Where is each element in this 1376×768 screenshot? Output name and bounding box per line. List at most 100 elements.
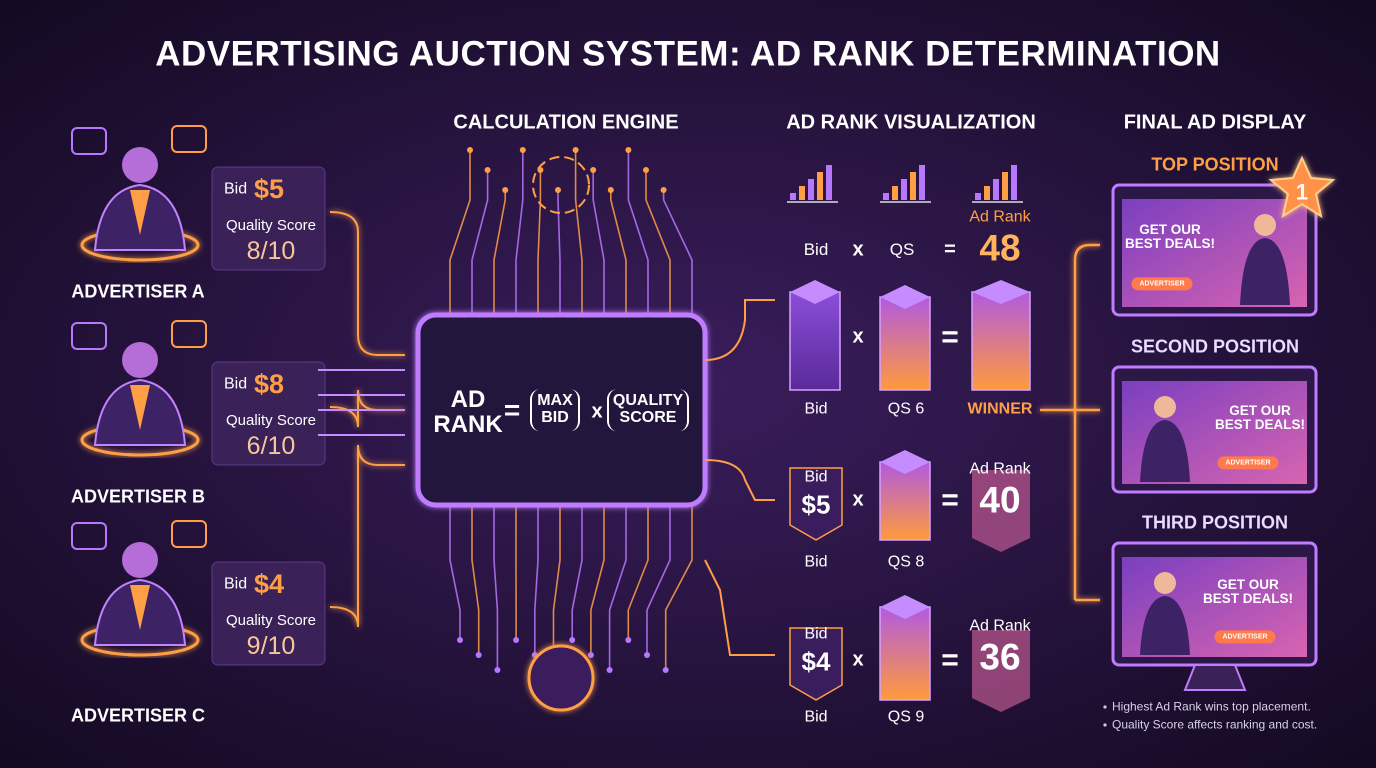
arrow (704, 559, 775, 656)
title: ADVERTISING AUCTION SYSTEM: AD RANK DETE… (155, 34, 1221, 74)
bid-shield (789, 467, 843, 541)
bid-value: $4 (801, 646, 831, 677)
node (590, 167, 597, 173)
prism (879, 606, 931, 701)
ad-button: ADVERTISER (1217, 456, 1279, 470)
icon-bar (1011, 165, 1017, 200)
bid-value: $4 (254, 568, 285, 599)
prism (879, 296, 931, 391)
bid-card (211, 166, 326, 271)
ad-person-body (1140, 596, 1190, 655)
ad-headline: GET OUR BEST DEALS! (1203, 576, 1294, 606)
prism-top (880, 595, 930, 619)
monitor-stand (1183, 664, 1247, 691)
circuit (664, 505, 693, 670)
node (644, 652, 650, 658)
section-heading: AD RANK VISUALIZATION (786, 111, 1036, 134)
circuit (627, 505, 649, 640)
icon-bar (901, 179, 907, 200)
node (513, 637, 520, 643)
rank-value: 48 (979, 227, 1021, 269)
circuit (449, 150, 471, 315)
circuit (645, 170, 671, 315)
column-label: = (944, 238, 956, 261)
icon-bar (984, 186, 990, 200)
node (625, 637, 632, 643)
rank-value: 36 (979, 636, 1021, 678)
node (625, 147, 632, 153)
ad-button: ADVERTISER (1131, 277, 1193, 291)
note: Quality Score affects ranking and cost. (1112, 717, 1318, 732)
formula-op: = (503, 394, 521, 426)
qs-value: 8/10 (246, 236, 296, 265)
qs-value: 9/10 (246, 631, 296, 660)
circuit (557, 190, 561, 315)
icon-bar (790, 193, 796, 200)
bullet (1103, 705, 1107, 709)
chip (415, 312, 708, 508)
footer-label: Bid (804, 553, 828, 571)
arrow (704, 459, 775, 501)
footer-label: QS 6 (887, 400, 925, 418)
node (643, 167, 649, 173)
operator: = (941, 320, 959, 354)
node (457, 637, 463, 643)
bid-label: Bid (224, 575, 248, 593)
footer-label: QS 8 (887, 553, 925, 571)
circuit (571, 505, 583, 640)
circuit (592, 170, 605, 315)
prism-top (790, 280, 840, 304)
bid-shield (789, 627, 843, 701)
formula-term: MAX BID (530, 389, 580, 431)
formula-lhs: AD RANK (433, 385, 503, 438)
prism (971, 291, 1031, 391)
bullet (1103, 723, 1107, 727)
arrow (704, 299, 775, 361)
icon-bar (826, 165, 832, 200)
node (572, 147, 579, 153)
arrow (329, 444, 405, 628)
icon-bar (975, 193, 981, 200)
bid-label: Bid (804, 468, 828, 486)
node (494, 667, 501, 673)
bid-card (211, 361, 326, 466)
footer-label: Bid (804, 400, 828, 418)
circuit (627, 150, 649, 315)
icon-bar (1002, 172, 1008, 200)
operator: x (852, 325, 864, 348)
node (467, 147, 473, 153)
operator: x (852, 648, 864, 671)
position-label: SECOND POSITION (1130, 336, 1300, 357)
badge-star (1268, 155, 1336, 219)
icon-bar (892, 186, 898, 200)
node (660, 187, 667, 193)
node (555, 187, 561, 193)
circuit (471, 505, 480, 655)
advertiser-name: ADVERTISER A (71, 281, 205, 302)
formula-op: x (591, 400, 603, 423)
circuit (515, 150, 524, 315)
person-shirt (130, 190, 150, 235)
icon-bar (919, 165, 925, 200)
circuit (552, 505, 561, 670)
node (475, 652, 482, 658)
arrow (329, 211, 405, 356)
circuit (574, 150, 583, 315)
circuit (449, 505, 461, 640)
ad-person-head (1254, 214, 1276, 236)
column-label: Bid (803, 240, 829, 260)
bid-value: $5 (254, 173, 285, 204)
node (569, 637, 576, 643)
footer-label: Bid (804, 708, 828, 726)
ad-person-body (1240, 238, 1290, 305)
circuit (662, 190, 693, 315)
person-shirt (130, 585, 150, 630)
section-heading: CALCULATION ENGINE (453, 111, 679, 134)
bid-label: Bid (224, 180, 248, 198)
node (587, 652, 594, 658)
operator: x (852, 488, 864, 511)
badge: 1 (1295, 179, 1309, 205)
ad-headline: GET OUR BEST DEALS! (1215, 402, 1306, 432)
prism (789, 291, 841, 391)
node (606, 667, 613, 673)
